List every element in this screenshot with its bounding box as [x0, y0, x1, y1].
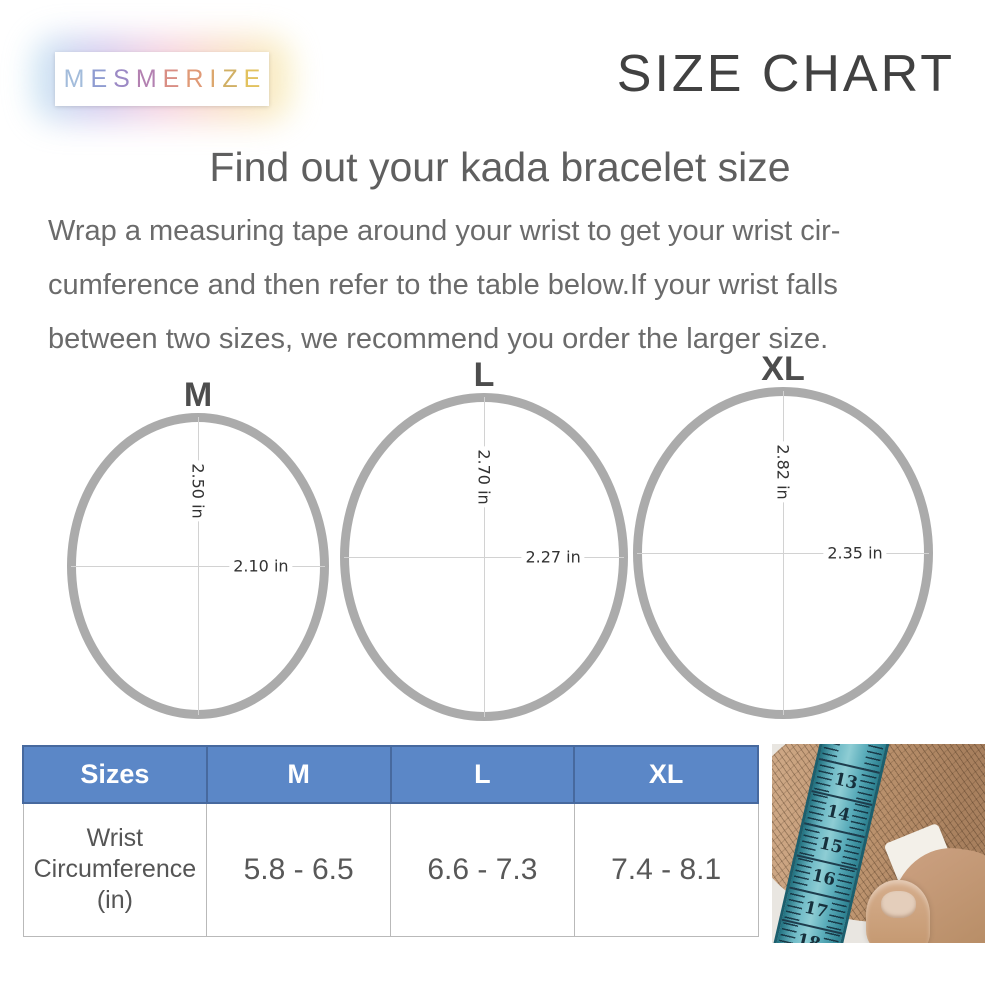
size-table: Sizes M L XL Wrist Circumference (in) 5.… — [22, 745, 759, 937]
intro-line: between two sizes, we recommend you orde… — [48, 323, 829, 355]
tape-number: 14 — [824, 801, 853, 827]
tape-number: 13 — [831, 769, 860, 794]
brand-letter: E — [243, 64, 261, 93]
row-header-wrist-circumference: Wrist Circumference (in) — [22, 802, 208, 937]
brand-letter: E — [90, 64, 108, 93]
brand-letter: M — [135, 64, 157, 93]
column-header-l: L — [389, 745, 575, 804]
ring-width-measurement: 2.27 in — [521, 547, 585, 567]
ring-diagram-l: L 2.70 in 2.27 in — [340, 356, 628, 721]
tape-number: 16 — [809, 865, 838, 891]
column-header-sizes: Sizes — [22, 745, 208, 804]
intro-heading: Find out your kada bracelet size — [209, 144, 791, 190]
horizontal-axis-line — [344, 557, 624, 558]
tape-number: 17 — [802, 897, 830, 923]
brand-letter: R — [185, 64, 204, 93]
thumb — [866, 880, 930, 943]
size-table-data-row: Wrist Circumference (in) 5.8 - 6.5 6.6 -… — [22, 802, 759, 937]
brand-letter: E — [162, 64, 180, 93]
horizontal-axis-line — [637, 553, 929, 554]
ring-width-measurement: 2.10 in — [229, 556, 293, 576]
value-m: 5.8 - 6.5 — [206, 802, 391, 937]
intro-line: Wrap a measuring tape around your wrist … — [48, 215, 841, 247]
ring-size-label: XL — [761, 350, 805, 388]
brand-logo: M E S M E R I Z E — [33, 36, 291, 122]
horizontal-axis-line — [71, 566, 325, 567]
brand-letter: S — [113, 64, 130, 93]
intro-paragraph: Wrap a measuring tape around your wrist … — [48, 204, 970, 366]
ring-size-label: M — [183, 376, 213, 414]
thumbnail-nail — [881, 891, 916, 918]
intro-line: cumference and then refer to the table b… — [48, 269, 838, 301]
wrist-measurement-photo: 13 14 15 16 17 18 — [772, 744, 985, 943]
ring-height-measurement: 2.82 in — [772, 441, 794, 503]
tape-number: 18 — [794, 929, 823, 943]
column-header-xl: XL — [573, 745, 759, 804]
ring-height-measurement: 2.70 in — [473, 445, 495, 508]
column-header-m: M — [205, 745, 391, 804]
brand-letter: I — [209, 64, 217, 93]
size-table-header-row: Sizes M L XL — [22, 745, 759, 804]
ring-diagram-xl: XL 2.82 in 2.35 in — [633, 350, 933, 719]
brand-letter: Z — [222, 64, 238, 93]
ring-diagram-m: M 2.50 in 2.10 in — [67, 376, 329, 719]
tape-number: 15 — [817, 833, 845, 859]
ring-width-measurement: 2.35 in — [823, 543, 887, 563]
value-l: 6.6 - 7.3 — [390, 802, 575, 937]
brand-letter: M — [63, 64, 85, 93]
value-xl: 7.4 - 8.1 — [573, 802, 759, 937]
ring-height-measurement: 2.50 in — [187, 460, 209, 522]
brand-wordmark: M E S M E R I Z E — [55, 52, 269, 106]
page-title: SIZE CHART — [616, 45, 955, 103]
ring-size-label: L — [473, 356, 495, 394]
